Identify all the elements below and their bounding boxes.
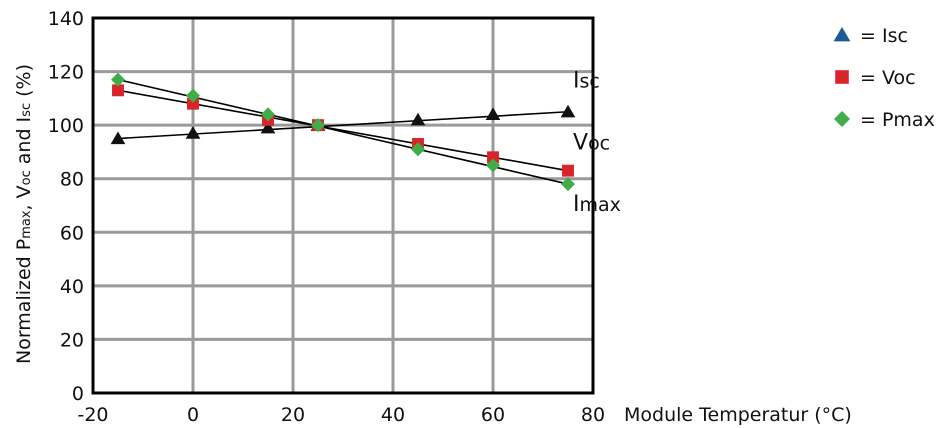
curve-labels: Isc Voc Imax <box>573 69 621 217</box>
isc-point <box>110 131 126 145</box>
legend-label-isc: = Isc <box>860 25 908 47</box>
trend-line <box>117 89 569 172</box>
x-tick-label: 40 <box>381 404 405 426</box>
y-tick-label: 80 <box>60 169 84 191</box>
y-tick-label: 140 <box>48 8 84 30</box>
legend-marker-isc <box>833 27 851 42</box>
voc-point <box>112 84 124 97</box>
voc-point <box>487 151 499 164</box>
voc-point <box>562 164 574 177</box>
pmax-point <box>486 158 500 173</box>
y-tick-label: 100 <box>48 115 84 137</box>
x-tick-label: 60 <box>481 404 505 426</box>
pmax-point <box>311 118 325 133</box>
isc-point <box>185 126 201 139</box>
y-axis-ticks: 0 20 40 60 80 100 120 140 <box>48 8 84 405</box>
curve-label-voc: Voc <box>573 130 610 155</box>
x-tick-label: -20 <box>77 404 108 426</box>
legend-label-voc: = Voc <box>860 67 916 89</box>
x-axis-label: Module Temperatur (°C) <box>624 404 852 426</box>
legend: = Isc = Voc = Pmax <box>833 25 935 131</box>
plot-border <box>91 16 595 395</box>
legend-marker-pmax <box>834 111 850 127</box>
isc-point <box>260 120 276 134</box>
pmax-point <box>186 88 200 103</box>
pmax-point <box>411 142 425 157</box>
legend-marker-voc <box>835 70 849 84</box>
x-tick-label: 20 <box>281 404 305 426</box>
data-markers <box>110 72 576 192</box>
y-tick-label: 120 <box>48 62 84 84</box>
pmax-point <box>561 177 575 192</box>
y-tick-label: 20 <box>60 329 84 351</box>
curve-label-isc: Isc <box>573 69 600 94</box>
x-tick-label: 80 <box>581 404 605 426</box>
curve-label-imax: Imax <box>573 192 621 217</box>
pmax-point <box>111 72 125 87</box>
x-tick-label: 0 <box>187 404 199 426</box>
trend-line <box>117 78 569 185</box>
y-axis-label: Normalized Pmax, Voc and Isc (%) <box>13 64 35 364</box>
isc-point <box>560 104 576 118</box>
y-tick-label: 60 <box>60 222 84 244</box>
x-axis-ticks: -20 0 20 40 60 80 <box>77 404 605 426</box>
trend-lines <box>117 78 569 185</box>
voc-point <box>187 97 199 110</box>
y-tick-label: 40 <box>60 276 84 298</box>
y-tick-label: 0 <box>72 383 84 405</box>
grid <box>91 16 595 395</box>
pmax-point <box>261 107 275 122</box>
plot-frame <box>91 16 595 395</box>
isc-point <box>410 112 426 126</box>
isc-point <box>485 107 501 121</box>
legend-label-pmax: = Pmax <box>860 109 935 131</box>
